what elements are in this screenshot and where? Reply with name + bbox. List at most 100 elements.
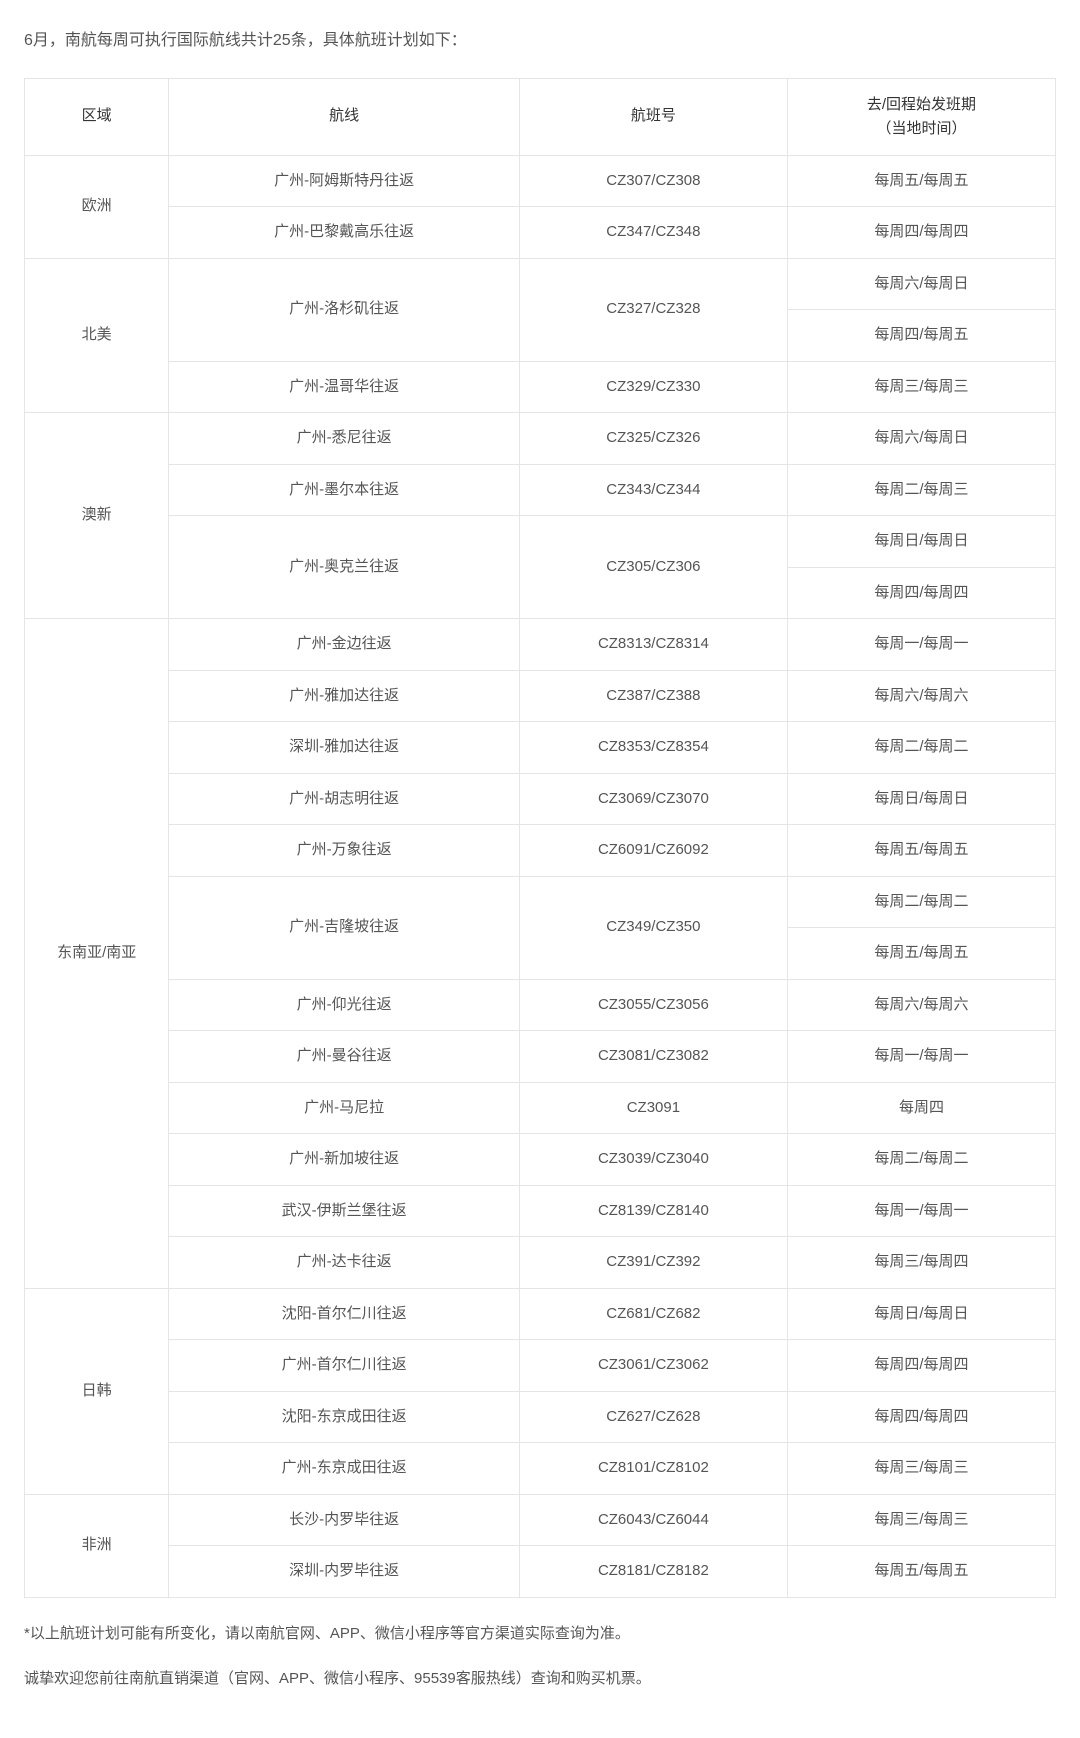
date-cell: 每周日/每周日	[787, 516, 1055, 568]
table-row: 广州-新加坡往返 CZ3039/CZ3040 每周二/每周二	[25, 1134, 1056, 1186]
table-row: 广州-温哥华往返 CZ329/CZ330 每周三/每周三	[25, 361, 1056, 413]
flight-cell: CZ307/CZ308	[519, 155, 787, 207]
table-row: 广州-胡志明往返 CZ3069/CZ3070 每周日/每周日	[25, 773, 1056, 825]
table-row: 广州-雅加达往返 CZ387/CZ388 每周六/每周六	[25, 670, 1056, 722]
flight-cell: CZ329/CZ330	[519, 361, 787, 413]
table-row: 欧洲 广州-阿姆斯特丹往返 CZ307/CZ308 每周五/每周五	[25, 155, 1056, 207]
route-cell: 广州-悉尼往返	[169, 413, 520, 465]
date-cell: 每周四/每周五	[787, 310, 1055, 362]
date-cell: 每周日/每周日	[787, 1288, 1055, 1340]
route-cell: 沈阳-东京成田往返	[169, 1391, 520, 1443]
route-cell: 沈阳-首尔仁川往返	[169, 1288, 520, 1340]
date-cell: 每周六/每周日	[787, 413, 1055, 465]
table-row: 武汉-伊斯兰堡往返 CZ8139/CZ8140 每周一/每周一	[25, 1185, 1056, 1237]
table-row: 广州-奥克兰往返 CZ305/CZ306 每周日/每周日	[25, 516, 1056, 568]
route-cell: 广州-洛杉矶往返	[169, 258, 520, 361]
date-cell: 每周一/每周一	[787, 619, 1055, 671]
flight-cell: CZ391/CZ392	[519, 1237, 787, 1289]
table-row: 广州-墨尔本往返 CZ343/CZ344 每周二/每周三	[25, 464, 1056, 516]
date-cell: 每周四/每周四	[787, 207, 1055, 259]
route-cell: 深圳-内罗毕往返	[169, 1546, 520, 1598]
date-cell: 每周三/每周三	[787, 1494, 1055, 1546]
route-cell: 长沙-内罗毕往返	[169, 1494, 520, 1546]
route-cell: 广州-雅加达往返	[169, 670, 520, 722]
date-cell: 每周二/每周二	[787, 722, 1055, 774]
date-cell: 每周二/每周三	[787, 464, 1055, 516]
table-row: 广州-巴黎戴高乐往返 CZ347/CZ348 每周四/每周四	[25, 207, 1056, 259]
route-cell: 广州-达卡往返	[169, 1237, 520, 1289]
date-cell: 每周三/每周三	[787, 361, 1055, 413]
col-date: 去/回程始发班期 （当地时间）	[787, 78, 1055, 155]
table-row: 广州-达卡往返 CZ391/CZ392 每周三/每周四	[25, 1237, 1056, 1289]
route-cell: 广州-吉隆坡往返	[169, 876, 520, 979]
date-cell: 每周四	[787, 1082, 1055, 1134]
intro-text: 6月，南航每周可执行国际航线共计25条，具体航班计划如下：	[24, 28, 1056, 54]
route-cell: 广州-胡志明往返	[169, 773, 520, 825]
table-row: 北美 广州-洛杉矶往返 CZ327/CZ328 每周六/每周日	[25, 258, 1056, 310]
table-row: 澳新 广州-悉尼往返 CZ325/CZ326 每周六/每周日	[25, 413, 1056, 465]
date-cell: 每周四/每周四	[787, 567, 1055, 619]
route-cell: 广州-首尔仁川往返	[169, 1340, 520, 1392]
date-cell: 每周四/每周四	[787, 1391, 1055, 1443]
flight-cell: CZ6043/CZ6044	[519, 1494, 787, 1546]
table-row: 非洲 长沙-内罗毕往返 CZ6043/CZ6044 每周三/每周三	[25, 1494, 1056, 1546]
col-date-line1: 去/回程始发班期	[867, 96, 976, 113]
route-cell: 广州-温哥华往返	[169, 361, 520, 413]
col-route: 航线	[169, 78, 520, 155]
flight-cell: CZ8101/CZ8102	[519, 1443, 787, 1495]
flight-cell: CZ3091	[519, 1082, 787, 1134]
flight-cell: CZ325/CZ326	[519, 413, 787, 465]
region-cell: 澳新	[25, 413, 169, 619]
route-cell: 广州-仰光往返	[169, 979, 520, 1031]
flight-cell: CZ6091/CZ6092	[519, 825, 787, 877]
route-cell: 深圳-雅加达往返	[169, 722, 520, 774]
date-cell: 每周五/每周五	[787, 928, 1055, 980]
route-cell: 广州-金边往返	[169, 619, 520, 671]
route-cell: 武汉-伊斯兰堡往返	[169, 1185, 520, 1237]
route-cell: 广州-马尼拉	[169, 1082, 520, 1134]
footnote-contact: 诚挚欢迎您前往南航直销渠道（官网、APP、微信小程序、95539客服热线）查询和…	[24, 1665, 1056, 1692]
flight-cell: CZ627/CZ628	[519, 1391, 787, 1443]
table-row: 深圳-雅加达往返 CZ8353/CZ8354 每周二/每周二	[25, 722, 1056, 774]
route-cell: 广州-万象往返	[169, 825, 520, 877]
date-cell: 每周一/每周一	[787, 1031, 1055, 1083]
table-header-row: 区域 航线 航班号 去/回程始发班期 （当地时间）	[25, 78, 1056, 155]
flight-cell: CZ305/CZ306	[519, 516, 787, 619]
flight-cell: CZ8353/CZ8354	[519, 722, 787, 774]
table-row: 深圳-内罗毕往返 CZ8181/CZ8182 每周五/每周五	[25, 1546, 1056, 1598]
date-cell: 每周六/每周六	[787, 979, 1055, 1031]
route-cell: 广州-曼谷往返	[169, 1031, 520, 1083]
region-cell: 欧洲	[25, 155, 169, 258]
flight-cell: CZ349/CZ350	[519, 876, 787, 979]
date-cell: 每周二/每周二	[787, 876, 1055, 928]
col-flight: 航班号	[519, 78, 787, 155]
table-row: 沈阳-东京成田往返 CZ627/CZ628 每周四/每周四	[25, 1391, 1056, 1443]
date-cell: 每周五/每周五	[787, 1546, 1055, 1598]
table-row: 东南亚/南亚 广州-金边往返 CZ8313/CZ8314 每周一/每周一	[25, 619, 1056, 671]
date-cell: 每周三/每周四	[787, 1237, 1055, 1289]
flight-cell: CZ8313/CZ8314	[519, 619, 787, 671]
footnote-block: *以上航班计划可能有所变化，请以南航官网、APP、微信小程序等官方渠道实际查询为…	[24, 1620, 1056, 1692]
flight-schedule-table: 区域 航线 航班号 去/回程始发班期 （当地时间） 欧洲 广州-阿姆斯特丹往返 …	[24, 78, 1056, 1598]
col-date-line2: （当地时间）	[876, 120, 966, 137]
date-cell: 每周一/每周一	[787, 1185, 1055, 1237]
flight-cell: CZ327/CZ328	[519, 258, 787, 361]
flight-cell: CZ3039/CZ3040	[519, 1134, 787, 1186]
date-cell: 每周五/每周五	[787, 155, 1055, 207]
flight-cell: CZ3061/CZ3062	[519, 1340, 787, 1392]
flight-cell: CZ347/CZ348	[519, 207, 787, 259]
route-cell: 广州-新加坡往返	[169, 1134, 520, 1186]
flight-cell: CZ8181/CZ8182	[519, 1546, 787, 1598]
table-row: 广州-马尼拉 CZ3091 每周四	[25, 1082, 1056, 1134]
flight-cell: CZ3081/CZ3082	[519, 1031, 787, 1083]
table-row: 日韩 沈阳-首尔仁川往返 CZ681/CZ682 每周日/每周日	[25, 1288, 1056, 1340]
route-cell: 广州-巴黎戴高乐往返	[169, 207, 520, 259]
table-row: 广州-东京成田往返 CZ8101/CZ8102 每周三/每周三	[25, 1443, 1056, 1495]
date-cell: 每周五/每周五	[787, 825, 1055, 877]
date-cell: 每周六/每周六	[787, 670, 1055, 722]
region-cell: 日韩	[25, 1288, 169, 1494]
flight-cell: CZ8139/CZ8140	[519, 1185, 787, 1237]
flight-cell: CZ387/CZ388	[519, 670, 787, 722]
flight-cell: CZ681/CZ682	[519, 1288, 787, 1340]
route-cell: 广州-阿姆斯特丹往返	[169, 155, 520, 207]
